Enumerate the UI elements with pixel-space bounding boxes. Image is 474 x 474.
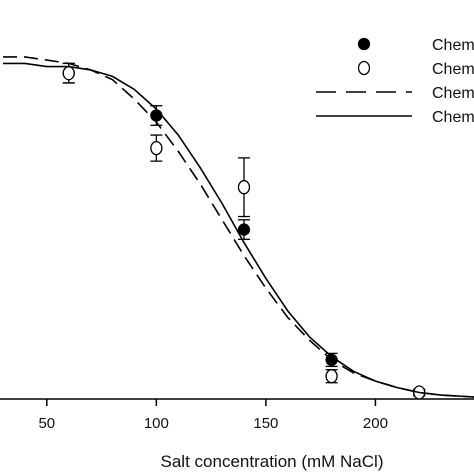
legend-label: Chem	[432, 109, 474, 126]
data-point-open	[62, 66, 75, 81]
ticks-layer: 50 100 150 200	[38, 399, 388, 432]
data-point-open	[150, 140, 163, 156]
x-axis-title: Salt concentration (mM NaCl)	[161, 452, 384, 471]
data-point-open	[325, 369, 338, 384]
data-point-open	[237, 180, 251, 195]
data-point-filled	[237, 223, 251, 236]
legend-marker	[357, 37, 371, 51]
x-tick-label-50: 50	[38, 415, 55, 432]
legend-marker	[357, 60, 371, 76]
x-tick-label-100: 100	[144, 415, 169, 432]
legend: Chem Chem Chem Chem	[316, 37, 474, 126]
legend-entry-1: Chem	[357, 60, 474, 78]
series-layer	[3, 56, 474, 400]
legend-entry-2: Chem	[316, 85, 474, 102]
legend-entry-0: Chem	[357, 37, 474, 54]
x-tick-label-200: 200	[363, 415, 388, 432]
x-tick-label-150: 150	[253, 415, 278, 432]
legend-entry-3: Chem	[316, 109, 474, 126]
legend-label: Chem	[432, 61, 474, 78]
legend-label: Chem	[432, 37, 474, 54]
series-3-solid-line	[3, 62, 474, 398]
legend-label: Chem	[432, 85, 474, 102]
series-0-points	[62, 62, 426, 399]
data-point-filled	[150, 109, 163, 122]
